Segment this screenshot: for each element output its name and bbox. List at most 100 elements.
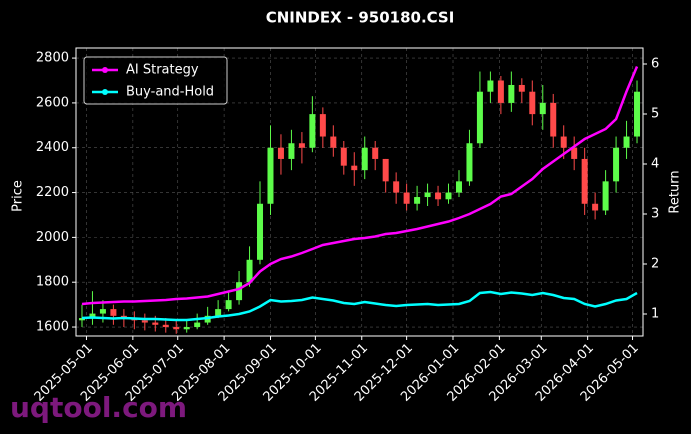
candle-body	[225, 300, 232, 310]
legend-box	[83, 56, 228, 105]
candle	[215, 300, 222, 319]
y-tick-label: 1800	[36, 275, 69, 290]
candle-body	[571, 147, 578, 159]
candle	[319, 107, 326, 148]
candle-body	[487, 80, 494, 92]
y-tick-label: 2400	[36, 140, 69, 155]
candle	[613, 136, 620, 193]
candle-body	[257, 203, 264, 260]
plot-frame	[75, 47, 644, 337]
series-line	[81, 290, 638, 322]
legend-label: AI Strategy	[126, 63, 199, 78]
candle-body	[298, 143, 305, 148]
candle	[277, 134, 284, 175]
candle-body	[539, 102, 546, 115]
candle-body	[424, 192, 431, 198]
y2-axis-label: Return	[668, 170, 683, 213]
candle	[340, 141, 347, 175]
candle	[634, 80, 641, 144]
y2-tick-label: 3	[651, 207, 659, 222]
candle	[518, 78, 525, 103]
y-tick-label: 1600	[36, 320, 69, 335]
candle	[141, 313, 148, 331]
y-tick-label: 2800	[36, 51, 69, 66]
candle-body	[78, 318, 85, 321]
legend-marker	[102, 67, 108, 73]
candle-body	[592, 203, 599, 211]
candle	[393, 172, 400, 204]
candle-body	[236, 282, 243, 301]
y2-tick-label: 6	[651, 57, 659, 72]
candle	[382, 158, 389, 193]
candle-body	[634, 91, 641, 137]
y-tick-label: 2200	[36, 185, 69, 200]
candle	[89, 291, 96, 325]
candle-body	[141, 320, 148, 323]
candle	[466, 129, 473, 186]
candle-body	[382, 158, 389, 182]
candle-body	[351, 165, 358, 171]
candle	[183, 320, 190, 333]
candle	[550, 93, 557, 148]
candle-body	[288, 143, 295, 159]
candle	[571, 136, 578, 171]
candle-body	[497, 80, 504, 103]
candle	[330, 125, 337, 157]
candle	[445, 183, 452, 204]
candle-body	[267, 147, 274, 204]
candle	[455, 170, 462, 198]
candle-body	[529, 91, 536, 115]
candle	[194, 313, 201, 330]
candle	[414, 185, 421, 211]
candle	[539, 84, 546, 130]
candle	[623, 120, 630, 159]
chart-title: CNINDEX - 950180.CSI	[266, 9, 455, 27]
candle	[78, 304, 85, 328]
series-line	[81, 66, 639, 306]
legend-label: Buy-and-Hold	[126, 85, 214, 100]
y2-tick-label: 5	[651, 107, 659, 122]
y-tick-label: 2000	[36, 230, 69, 245]
candle-body	[393, 181, 400, 193]
candle-body	[194, 322, 201, 328]
candle	[225, 291, 232, 312]
candle-body	[602, 181, 609, 211]
candle	[497, 76, 504, 115]
candle	[424, 183, 431, 207]
candle	[110, 304, 117, 325]
candle	[372, 141, 379, 171]
candle-body	[623, 136, 630, 148]
candle	[508, 71, 515, 112]
candle-body	[330, 136, 337, 148]
candle	[581, 147, 588, 215]
candle-body	[99, 309, 106, 314]
candle-body	[162, 324, 169, 328]
candle-body	[277, 147, 284, 159]
candle-body	[445, 192, 452, 200]
candle	[246, 246, 253, 287]
y2-tick-label: 4	[651, 157, 659, 172]
candle-body	[560, 136, 567, 148]
y2-tick-label: 1	[651, 307, 659, 322]
candle-body	[215, 309, 222, 316]
candle-body	[403, 192, 410, 204]
candle-body	[435, 192, 442, 200]
candle	[592, 192, 599, 220]
candle-body	[309, 114, 316, 148]
candle-body	[361, 147, 368, 171]
candle	[435, 185, 442, 207]
legend-marker	[102, 89, 108, 95]
candle-body	[476, 91, 483, 144]
candle-body	[581, 158, 588, 204]
candle-body	[340, 147, 347, 166]
candle	[288, 129, 295, 171]
candle-body	[550, 102, 557, 137]
candle	[173, 320, 180, 334]
candle	[602, 170, 609, 215]
candle-body	[89, 313, 96, 319]
candle	[529, 80, 536, 126]
candle	[476, 71, 483, 148]
candle-body	[508, 84, 515, 103]
candle-body	[246, 259, 253, 283]
